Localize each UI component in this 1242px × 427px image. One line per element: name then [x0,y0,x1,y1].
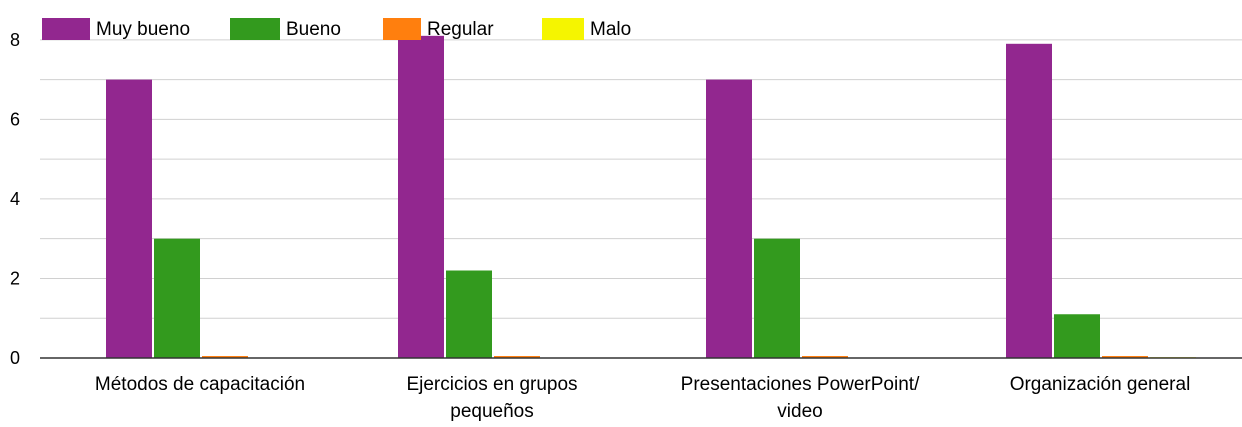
category-label: pequeños [450,401,533,422]
bar [398,35,444,358]
bar [754,238,800,358]
y-tick-label: 2 [10,268,20,288]
bar [106,79,152,358]
category-label: Ejercicios en grupos [406,374,577,395]
legend-swatch [542,18,584,40]
legend-swatch [383,18,421,40]
y-tick-label: 6 [10,109,20,129]
legend-label: Regular [427,19,494,40]
legend-swatch [42,18,90,40]
y-tick-label: 0 [10,348,20,368]
bar [202,356,248,358]
y-tick-label: 8 [10,30,20,50]
bar [706,79,752,358]
legend-label: Malo [590,19,631,40]
bar [446,270,492,358]
legend-label: Bueno [286,19,341,40]
bar [1102,356,1148,358]
legend-label: Muy bueno [96,19,190,40]
y-tick-label: 4 [10,189,20,209]
bar [802,356,848,358]
legend-swatch [230,18,280,40]
bar [1006,43,1052,358]
bar [494,356,540,358]
category-label: Organización general [1010,374,1191,395]
category-label: video [777,401,822,422]
category-label: Métodos de capacitación [95,374,305,395]
bar [1054,314,1100,358]
category-label: Presentaciones PowerPoint/ [681,374,920,395]
bar [154,238,200,358]
